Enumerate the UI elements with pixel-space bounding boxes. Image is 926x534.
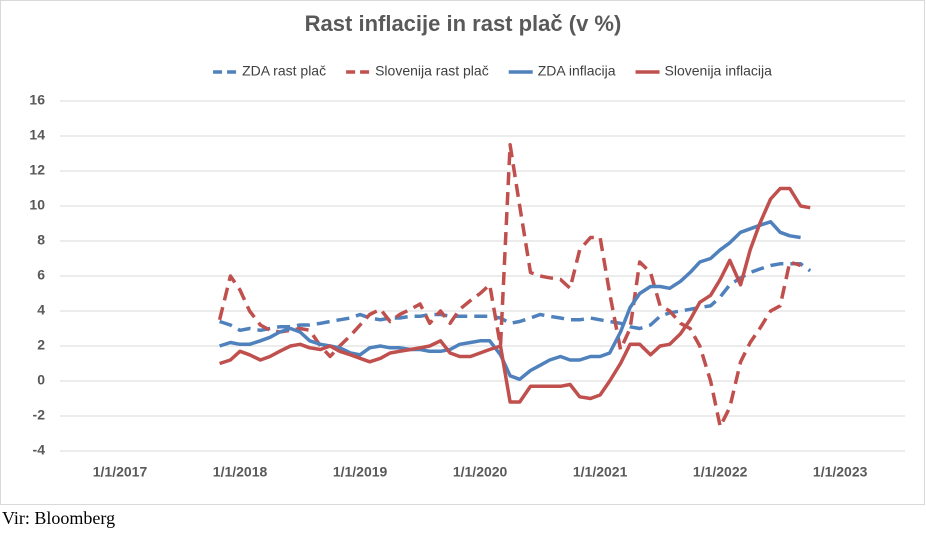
series-line — [219, 220, 801, 382]
chart-border — [0, 0, 925, 505]
series-line — [217, 143, 802, 429]
legend-label: Slovenija inflacija — [665, 63, 773, 79]
legend-label: ZDA inflacija — [538, 63, 616, 79]
y-tick-label: 4 — [37, 302, 45, 318]
x-tick-label: 1/1/2023 — [813, 464, 868, 480]
legend-label: Slovenija rast plač — [375, 63, 489, 79]
x-tick-label: 1/1/2018 — [213, 464, 268, 480]
y-tick-label: 10 — [29, 197, 45, 213]
y-tick-label: 6 — [37, 267, 45, 283]
x-tick-label: 1/1/2022 — [693, 464, 748, 480]
y-tick-label: 14 — [29, 127, 45, 143]
y-tick-label: -4 — [33, 442, 46, 458]
y-tick-label: 0 — [37, 372, 45, 388]
y-tick-label: 16 — [29, 92, 45, 108]
legend-label: ZDA rast plač — [242, 63, 326, 79]
y-tick-label: 2 — [37, 337, 45, 353]
x-tick-label: 1/1/2017 — [93, 464, 148, 480]
source-note: Vir: Bloomberg — [2, 508, 115, 528]
chart-title: Rast inflacije in rast plač (v %) — [305, 11, 622, 36]
x-tick-label: 1/1/2020 — [453, 464, 508, 480]
series-line — [219, 186, 811, 404]
x-tick-label: 1/1/2019 — [333, 464, 388, 480]
y-tick-label: -2 — [33, 407, 46, 423]
y-tick-label: 8 — [37, 232, 45, 248]
series-line — [219, 262, 812, 333]
x-tick-label: 1/1/2021 — [573, 464, 628, 480]
y-tick-label: 12 — [29, 162, 45, 178]
